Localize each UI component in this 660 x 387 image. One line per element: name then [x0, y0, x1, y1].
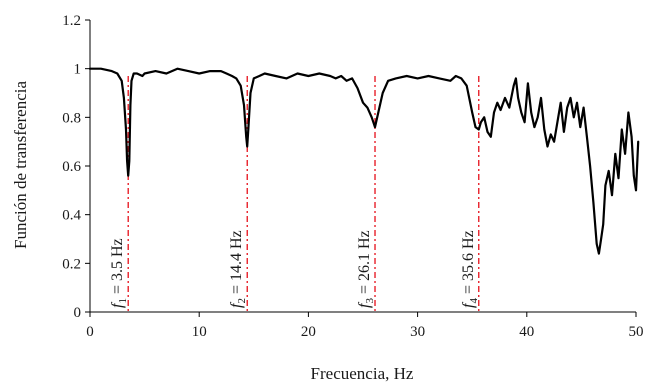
y-tick-label: 0.8 — [62, 110, 81, 126]
annotation-value: = 35.6 Hz — [460, 230, 477, 298]
axes: 0 0.2 0.4 0.6 0.8 1 1.2 0 10 20 30 40 50 — [62, 13, 643, 340]
annotation-subscript: 3 — [364, 298, 376, 304]
series-layer — [88, 67, 640, 255]
annotation-symbol: f — [109, 301, 126, 308]
y-tick-label: 0.4 — [62, 208, 81, 224]
x-tick-label: 30 — [410, 324, 425, 340]
x-tick-label: 50 — [629, 324, 644, 340]
y-tick-label: 0.2 — [62, 256, 81, 272]
x-tick-label: 40 — [519, 324, 534, 340]
annotation-f4: f4 = 35.6 Hz — [460, 230, 480, 308]
y-tick-label: 0.6 — [62, 159, 81, 175]
annotation-f3: f3 = 26.1 Hz — [356, 230, 376, 308]
annotation-value: = 14.4 Hz — [228, 230, 245, 298]
annotation-symbol: f — [228, 301, 245, 308]
annotation-value: = 3.5 Hz — [109, 238, 126, 298]
annotation-f2: f2 = 14.4 Hz — [228, 230, 248, 308]
y-tick-label: 1.2 — [62, 13, 81, 29]
annotation-f1: f1 = 3.5 Hz — [109, 238, 129, 308]
x-tick-label: 0 — [86, 324, 94, 340]
annotation-subscript: 2 — [236, 298, 248, 304]
annotation-value: = 26.1 Hz — [356, 230, 373, 298]
y-tick-label: 1 — [74, 62, 82, 78]
annotation-subscript: 1 — [117, 298, 129, 304]
annotation-symbol: f — [460, 301, 477, 308]
annotation-subscript: 4 — [468, 298, 480, 304]
x-tick-label: 10 — [192, 324, 207, 340]
y-axis-title: Función de transferencia — [11, 81, 30, 249]
y-tick-label: 0 — [74, 305, 82, 321]
annotation-symbol: f — [356, 301, 373, 308]
x-tick-label: 20 — [301, 324, 316, 340]
resonance-marker-lines — [127, 75, 480, 312]
x-axis-title: Frecuencia, Hz — [311, 364, 414, 383]
series-line-0 — [88, 67, 640, 255]
